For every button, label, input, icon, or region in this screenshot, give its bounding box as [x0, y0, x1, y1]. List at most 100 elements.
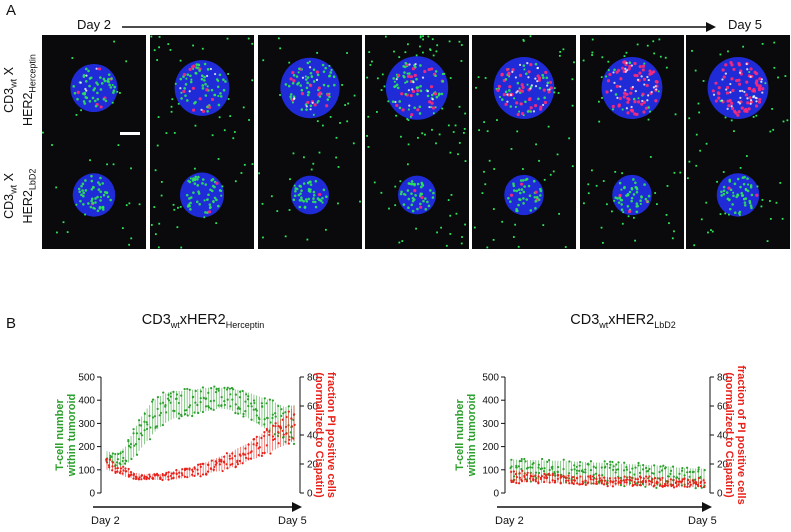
row-label-herceptin: CD3wt X HER2Herceptin [2, 54, 37, 126]
data-point [207, 391, 210, 394]
right-tick-label: 60 [307, 402, 319, 413]
data-point [252, 443, 255, 446]
data-point [628, 471, 632, 474]
micrograph-tile [472, 142, 576, 249]
data-point [180, 472, 183, 475]
data-point [537, 481, 540, 484]
data-point [153, 415, 157, 418]
data-point [151, 398, 155, 401]
data-point [559, 482, 562, 485]
data-point [145, 478, 148, 481]
data-point [551, 479, 554, 482]
data-point [625, 468, 629, 471]
data-point [181, 468, 184, 471]
data-point [157, 474, 160, 477]
data-point [253, 401, 256, 405]
data-point [236, 407, 239, 410]
data-point [123, 462, 127, 465]
data-point [196, 468, 199, 471]
data-point [575, 465, 578, 469]
data-point [252, 399, 256, 402]
data-point [191, 414, 194, 418]
data-point [696, 483, 700, 486]
data-point [622, 479, 626, 482]
data-point [226, 386, 229, 389]
data-point [592, 465, 595, 468]
data-point [512, 480, 515, 483]
data-point [628, 475, 631, 479]
data-point [581, 480, 584, 483]
data-point [582, 471, 585, 474]
data-point [606, 481, 609, 484]
data-point [272, 438, 275, 442]
data-point [127, 475, 131, 478]
data-point [261, 405, 264, 408]
data-point [623, 475, 626, 478]
data-point [180, 394, 183, 397]
data-point [271, 435, 275, 438]
data-point [636, 484, 639, 487]
timeline-arrow [122, 22, 716, 32]
data-point [244, 410, 247, 413]
data-point [671, 484, 675, 487]
data-point [242, 453, 245, 456]
data-point [666, 482, 669, 485]
data-point [191, 468, 194, 472]
data-point [271, 399, 274, 402]
micrograph-tile [150, 142, 254, 249]
data-point [675, 485, 678, 488]
data-point [166, 397, 170, 400]
left-tick-label: 400 [78, 396, 95, 407]
data-point [223, 455, 226, 458]
scale-bar [120, 132, 140, 135]
data-point [255, 414, 258, 417]
data-point [637, 464, 640, 467]
data-point [196, 472, 200, 475]
data-point [575, 476, 578, 480]
data-point [214, 463, 217, 466]
data-point [551, 467, 554, 470]
data-point [159, 477, 162, 481]
data-point [151, 400, 154, 403]
data-point [600, 481, 603, 484]
data-point [260, 402, 263, 405]
data-point [517, 465, 520, 468]
data-point [576, 482, 579, 485]
data-point [280, 414, 283, 418]
data-point [584, 471, 587, 474]
data-point [119, 463, 122, 466]
data-point [290, 417, 293, 420]
data-point [589, 468, 593, 472]
data-point [625, 466, 628, 469]
data-point [515, 475, 518, 479]
micrograph-tile [580, 142, 684, 249]
left-axis-label: T-cell numberwithin tumoroid [54, 394, 78, 477]
data-point [573, 464, 576, 467]
data-point [575, 469, 578, 472]
data-point [601, 474, 604, 477]
data-point [159, 402, 162, 405]
data-point [218, 463, 221, 466]
data-point [556, 474, 560, 477]
data-point [242, 415, 245, 418]
data-point [124, 467, 127, 470]
data-point [565, 479, 568, 482]
data-point [608, 477, 612, 480]
data-point [524, 478, 527, 481]
data-point [671, 465, 675, 468]
data-point [169, 392, 172, 395]
data-point [638, 475, 642, 478]
data-point [702, 486, 706, 489]
data-point [132, 432, 135, 435]
data-point [111, 465, 114, 468]
data-point [199, 475, 202, 478]
data-point [242, 412, 245, 416]
data-point [688, 475, 691, 478]
right-axis-label: fraction PI positive cells(normalized to… [313, 372, 337, 498]
data-point [287, 442, 290, 445]
data-point [531, 475, 535, 478]
data-point [172, 390, 175, 393]
data-point [256, 442, 259, 445]
data-point [221, 469, 224, 473]
data-point [672, 478, 675, 482]
